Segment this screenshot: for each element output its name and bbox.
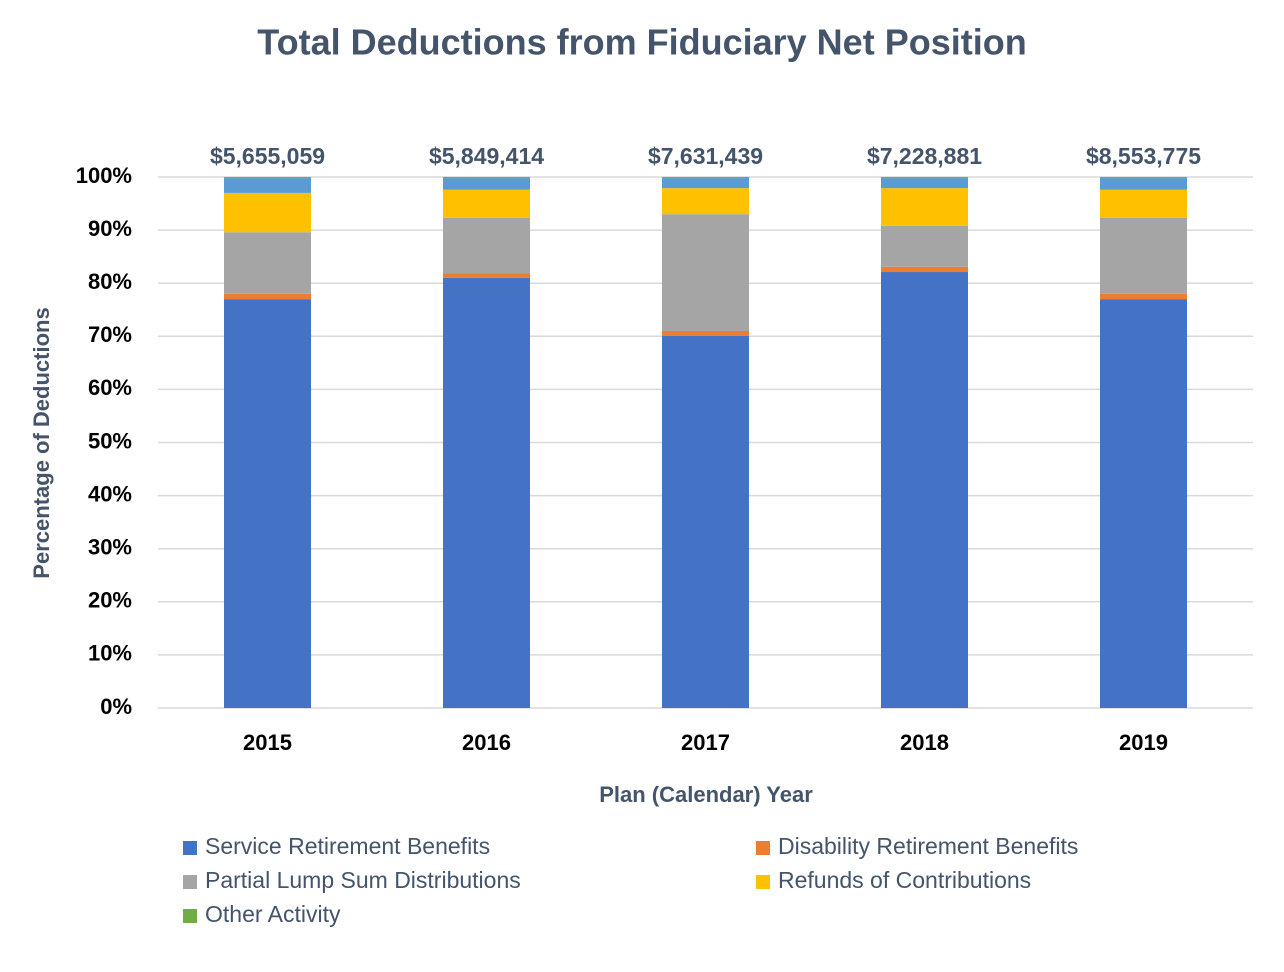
total-label: $5,849,414 [429, 143, 544, 169]
bar-segment [881, 177, 968, 179]
bar-segment [1100, 299, 1187, 708]
bar-segment [224, 299, 311, 708]
bar-segment [224, 192, 311, 233]
y-tick-label: 10% [88, 641, 132, 666]
legend-swatch [756, 841, 770, 855]
legend-swatch [183, 841, 197, 855]
total-label: $7,228,881 [867, 143, 982, 169]
x-tick-label: 2019 [1119, 730, 1168, 755]
bar-segment [224, 293, 311, 300]
legend-swatch [183, 909, 197, 923]
bar-segment [443, 273, 530, 278]
legend-label: Service Retirement Benefits [205, 833, 490, 859]
y-tick-label: 50% [88, 428, 132, 453]
bar-segment [443, 277, 530, 708]
legend-label: Refunds of Contributions [778, 867, 1031, 893]
x-tick-label: 2015 [243, 730, 292, 755]
x-tick-label: 2018 [900, 730, 949, 755]
y-tick-label: 70% [88, 322, 132, 347]
y-tick-label: 40% [88, 481, 132, 506]
bar-segment [662, 177, 749, 179]
chart-title: Total Deductions from Fiduciary Net Posi… [257, 22, 1026, 63]
total-label: $5,655,059 [210, 143, 325, 169]
bar-segment [1100, 293, 1187, 300]
total-label: $8,553,775 [1086, 143, 1201, 169]
bar-segment [224, 178, 311, 193]
bar-segment [662, 214, 749, 331]
bar-segment [224, 232, 311, 294]
total-label: $7,631,439 [648, 143, 763, 169]
bar-segment [443, 217, 530, 274]
legend-label: Partial Lump Sum Distributions [205, 867, 521, 893]
x-axis-title: Plan (Calendar) Year [599, 782, 813, 807]
legend-label: Disability Retirement Benefits [778, 833, 1078, 859]
legend-label: Other Activity [205, 901, 341, 927]
bar-segment [443, 178, 530, 190]
bar-segment [662, 330, 749, 336]
bar-segment [1100, 178, 1187, 190]
y-tick-label: 30% [88, 535, 132, 560]
bar-segment [881, 272, 968, 708]
legend-swatch [183, 875, 197, 889]
bar-segment [443, 177, 530, 179]
y-axis-title: Percentage of Deductions [29, 307, 54, 578]
y-tick-label: 0% [100, 694, 132, 719]
x-tick-label: 2016 [462, 730, 511, 755]
bar-segment [443, 189, 530, 218]
x-tick-label: 2017 [681, 730, 730, 755]
bar-segment [1100, 189, 1187, 218]
bar-segment [881, 178, 968, 189]
bar-segment [662, 188, 749, 215]
y-tick-label: 80% [88, 269, 132, 294]
bar-segment [1100, 217, 1187, 294]
bar-segment [224, 177, 311, 179]
bar-segment [881, 188, 968, 226]
bar-segment [1100, 177, 1187, 179]
legend-swatch [756, 875, 770, 889]
bar-segment [662, 335, 749, 708]
bar-segment [662, 178, 749, 189]
y-tick-label: 90% [88, 216, 132, 241]
y-tick-label: 100% [76, 163, 132, 188]
bar-segment [881, 225, 968, 267]
y-tick-label: 60% [88, 375, 132, 400]
bar-segment [881, 266, 968, 273]
y-tick-label: 20% [88, 588, 132, 613]
